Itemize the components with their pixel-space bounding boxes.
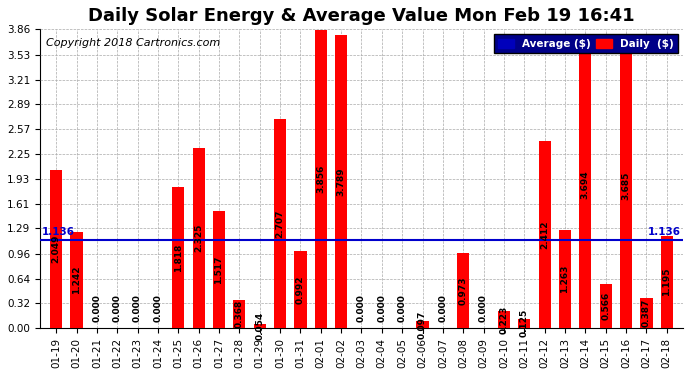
Text: 3.685: 3.685: [622, 171, 631, 200]
Text: 0.992: 0.992: [296, 276, 305, 304]
Bar: [274, 118, 286, 328]
Text: 0.054: 0.054: [255, 312, 264, 340]
Text: 0.973: 0.973: [459, 276, 468, 305]
Text: 0.000: 0.000: [153, 294, 162, 322]
Bar: [600, 284, 612, 328]
Bar: [70, 232, 83, 328]
Text: 0.000: 0.000: [438, 294, 447, 322]
Text: 2.707: 2.707: [275, 209, 284, 238]
Text: 3.694: 3.694: [581, 171, 590, 200]
Bar: [233, 300, 246, 328]
Bar: [580, 42, 591, 328]
Bar: [559, 230, 571, 328]
Text: 0.000: 0.000: [92, 294, 101, 322]
Text: 2.325: 2.325: [194, 224, 203, 252]
Text: 3.856: 3.856: [316, 165, 325, 193]
Bar: [50, 170, 62, 328]
Text: 0.000: 0.000: [397, 294, 406, 322]
Bar: [660, 236, 673, 328]
Text: 0.000: 0.000: [133, 294, 142, 322]
Text: 2.049: 2.049: [52, 235, 61, 263]
Text: 1.242: 1.242: [72, 266, 81, 294]
Bar: [295, 251, 306, 328]
Text: 0.000: 0.000: [479, 294, 488, 322]
Bar: [518, 318, 531, 328]
Text: 0.566: 0.566: [601, 292, 610, 320]
Text: 0.000: 0.000: [357, 294, 366, 322]
Legend: Average ($), Daily  ($): Average ($), Daily ($): [494, 34, 678, 53]
Text: 3.789: 3.789: [337, 167, 346, 196]
Bar: [193, 148, 205, 328]
Bar: [620, 43, 632, 328]
Text: 0.097: 0.097: [418, 310, 427, 339]
Text: 1.136: 1.136: [42, 227, 75, 237]
Text: 1.517: 1.517: [215, 255, 224, 284]
Text: 1.136: 1.136: [648, 227, 681, 237]
Text: 1.818: 1.818: [174, 244, 183, 272]
Text: Copyright 2018 Cartronics.com: Copyright 2018 Cartronics.com: [46, 38, 221, 48]
Text: 0.223: 0.223: [500, 306, 509, 334]
Bar: [315, 30, 327, 328]
Bar: [457, 253, 469, 328]
Text: 0.387: 0.387: [642, 299, 651, 327]
Bar: [539, 141, 551, 328]
Bar: [213, 211, 225, 328]
Text: 2.412: 2.412: [540, 220, 549, 249]
Bar: [417, 321, 428, 328]
Text: 1.195: 1.195: [662, 268, 671, 296]
Text: 0.368: 0.368: [235, 300, 244, 328]
Text: 0.000: 0.000: [112, 294, 121, 322]
Text: 0.000: 0.000: [377, 294, 386, 322]
Text: 0.125: 0.125: [520, 309, 529, 338]
Text: 1.263: 1.263: [560, 265, 569, 294]
Bar: [254, 324, 266, 328]
Bar: [640, 298, 653, 328]
Bar: [335, 35, 347, 328]
Bar: [172, 188, 184, 328]
Bar: [498, 311, 510, 328]
Title: Daily Solar Energy & Average Value Mon Feb 19 16:41: Daily Solar Energy & Average Value Mon F…: [88, 7, 635, 25]
